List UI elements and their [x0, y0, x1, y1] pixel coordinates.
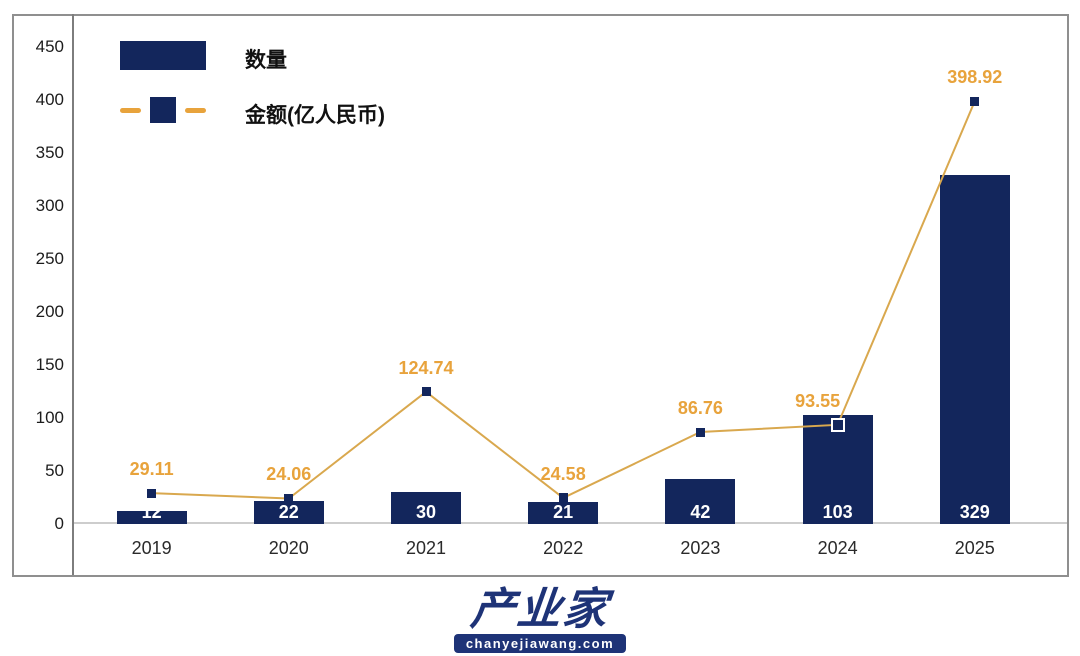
line-marker [970, 96, 980, 106]
line-marker [695, 427, 705, 437]
x-category-label: 2022 [543, 538, 584, 558]
y-tick-label: 0 [54, 514, 64, 533]
bar-2025 [939, 175, 1010, 524]
amount-label: 93.55 [795, 390, 841, 411]
amount-label: 29.11 [129, 459, 174, 480]
line-marker-open [830, 417, 845, 432]
y-axis-line [72, 14, 74, 575]
bar-2023 [665, 479, 736, 524]
bar-value-label: 103 [822, 502, 853, 522]
bar-2021 [391, 492, 461, 524]
line-marker [558, 493, 568, 503]
y-tick-label: 200 [35, 302, 64, 321]
bar-value-label: 21 [553, 502, 574, 522]
y-tick-label: 250 [35, 249, 64, 268]
x-category-label: 2025 [954, 538, 995, 558]
bar-value-label: 22 [278, 502, 299, 522]
logo: 产业家 chanyejiawang.com [0, 585, 1080, 653]
bar-2024 [802, 414, 873, 524]
x-category-label: 2023 [680, 538, 721, 558]
line-marker [421, 387, 431, 397]
line-marker [284, 493, 294, 503]
y-tick-label: 50 [45, 461, 64, 480]
amount-label: 398.92 [947, 67, 1003, 88]
y-tick-label: 350 [35, 143, 64, 162]
bar-value-label: 329 [959, 502, 990, 522]
y-tick-label: 400 [35, 90, 64, 109]
x-category-label: 2020 [268, 538, 309, 558]
bar-value-label: 42 [690, 502, 711, 522]
bar-2020 [253, 500, 324, 524]
y-tick-label: 150 [35, 355, 64, 374]
legend-bar-label: 数量 [245, 49, 287, 72]
amount-label: 86.76 [677, 398, 723, 419]
legend-dash-icon [120, 107, 141, 113]
legend-line-symbol [120, 96, 206, 124]
legend-line-label: 金额(亿人民币) [245, 104, 385, 127]
x-category-label: 2021 [405, 538, 447, 558]
x-category-label: 2024 [817, 538, 858, 558]
bar-value-label: 30 [415, 502, 437, 522]
bar-2022 [528, 501, 599, 524]
logo-domain: chanyejiawang.com [453, 634, 627, 653]
legend-bar-swatch [120, 41, 206, 70]
amount-label: 124.74 [398, 357, 454, 378]
y-tick-label: 300 [35, 196, 64, 215]
legend-dash-icon [185, 107, 206, 113]
bar-2019 [116, 511, 187, 524]
amount-label: 24.06 [266, 464, 312, 485]
logo-name: 产业家 [468, 585, 612, 634]
y-tick-label: 450 [35, 37, 64, 56]
legend-square-icon [150, 97, 176, 123]
y-tick-label: 100 [35, 408, 64, 427]
amount-label: 24.58 [540, 463, 586, 484]
bar-value-label: 12 [141, 502, 162, 522]
line-marker [147, 488, 157, 498]
x-category-label: 2019 [131, 538, 172, 558]
